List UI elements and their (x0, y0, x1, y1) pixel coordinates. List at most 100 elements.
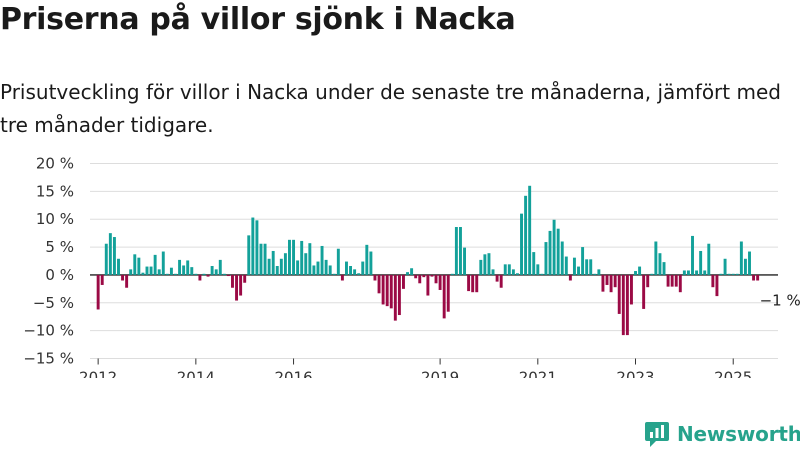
bar-2022-02 (589, 259, 593, 275)
bar-2020-03 (495, 274, 499, 282)
bar-2012-04 (108, 233, 112, 275)
bar-2016-01 (292, 239, 296, 275)
bar-2013-06 (165, 273, 169, 275)
bar-2014-12 (239, 274, 243, 296)
bar-2013-11 (186, 260, 190, 275)
bar-2017-08 (369, 251, 373, 275)
bar-2015-11 (283, 253, 287, 275)
bar-2017-07 (365, 244, 369, 275)
bar-2016-06 (312, 265, 316, 275)
y-tick-label: 20 % (36, 155, 74, 173)
bar-2023-05 (650, 273, 654, 275)
bar-2017-09 (373, 274, 377, 281)
bar-2012-11 (137, 257, 141, 275)
bar-2016-10 (328, 265, 332, 275)
bar-2020-09 (520, 213, 523, 275)
bar-2018-11 (430, 274, 434, 277)
bar-2014-07 (218, 259, 222, 275)
bar-2014-04 (206, 274, 210, 277)
bar-2019-06 (459, 227, 462, 275)
bar-2023-07 (658, 253, 662, 275)
bar-2015-02 (247, 235, 251, 275)
x-tick-label: 2019 (421, 369, 459, 379)
bar-2016-04 (304, 253, 308, 275)
bar-2024-09 (715, 274, 719, 297)
bar-2017-01 (340, 274, 344, 281)
bar-2012-09 (129, 269, 133, 275)
bar-2021-08 (564, 256, 568, 275)
chart-title: Priserna på villor sjönk i Nacka (0, 2, 516, 37)
bar-2024-03 (691, 235, 694, 275)
bar-2023-01 (634, 271, 637, 275)
bar-2017-03 (349, 266, 353, 275)
bar-2014-08 (222, 273, 226, 275)
bar-2014-01 (194, 273, 198, 275)
bar-2018-09 (422, 274, 426, 278)
bar-2021-10 (572, 257, 576, 275)
bar-2013-02 (149, 266, 153, 275)
brand-name: Newsworthy (677, 422, 800, 446)
bar-2017-05 (357, 273, 361, 275)
x-tick-label: 2021 (519, 369, 557, 379)
bar-2013-04 (157, 269, 161, 275)
x-tick-label: 2012 (79, 369, 117, 379)
bar-2020-06 (507, 264, 511, 275)
bar-2016-12 (336, 248, 340, 275)
bar-2012-02 (100, 274, 104, 285)
bar-2020-11 (528, 185, 532, 275)
bar-2015-01 (243, 274, 247, 283)
bar-2019-07 (463, 247, 466, 275)
bar-2024-08 (711, 274, 715, 288)
y-tick-label: 0 % (45, 266, 74, 284)
bar-2018-02 (393, 274, 397, 321)
bar-2024-12 (727, 273, 731, 275)
bar-2023-10 (670, 274, 674, 287)
bar-2023-08 (662, 262, 666, 275)
y-tick-label: −5 % (33, 294, 74, 312)
bar-2022-06 (605, 274, 609, 285)
bar-2018-12 (434, 274, 438, 284)
bar-2024-04 (695, 270, 699, 275)
bar-2018-06 (410, 268, 414, 275)
bar-2021-05 (552, 219, 556, 275)
bar-2013-09 (178, 259, 182, 275)
bar-2012-05 (112, 237, 116, 275)
bar-2012-12 (141, 272, 145, 275)
bar-2022-01 (585, 259, 589, 275)
bar-2021-12 (581, 247, 585, 275)
gridlines (90, 163, 778, 359)
bar-2018-08 (418, 274, 422, 284)
bar-2014-10 (231, 274, 234, 288)
bar-2015-08 (271, 250, 275, 275)
bar-2016-03 (300, 240, 304, 275)
bar-2025-05 (748, 251, 751, 275)
bar-2024-06 (703, 270, 707, 275)
bar-2023-11 (674, 274, 678, 287)
bar-2024-11 (723, 258, 727, 275)
bar-2015-06 (263, 243, 267, 275)
bar-2021-03 (544, 242, 548, 275)
bar-2023-04 (646, 274, 650, 288)
bar-2014-09 (226, 274, 230, 277)
bar-2021-04 (548, 230, 552, 275)
bar-2018-01 (389, 274, 393, 309)
bar-2019-12 (483, 254, 487, 275)
x-tick-label: 2014 (177, 369, 215, 379)
bar-2016-05 (308, 243, 312, 275)
bar-2022-09 (617, 274, 621, 314)
bar-2013-08 (174, 273, 177, 275)
bar-2015-04 (255, 220, 259, 275)
bar-2021-02 (540, 273, 544, 275)
bar-2020-04 (499, 274, 503, 288)
bar-2013-03 (153, 254, 157, 275)
bar-2013-07 (169, 267, 173, 275)
bar-2017-12 (385, 274, 389, 307)
bar-2025-03 (739, 241, 743, 275)
bar-2014-02 (198, 274, 202, 281)
x-tick-label: 2023 (616, 369, 654, 379)
bar-2020-01 (487, 253, 491, 275)
bar-2025-02 (735, 273, 739, 275)
bar-2012-08 (125, 274, 129, 288)
bar-2013-05 (161, 251, 165, 275)
bar-2025-06 (752, 274, 756, 281)
